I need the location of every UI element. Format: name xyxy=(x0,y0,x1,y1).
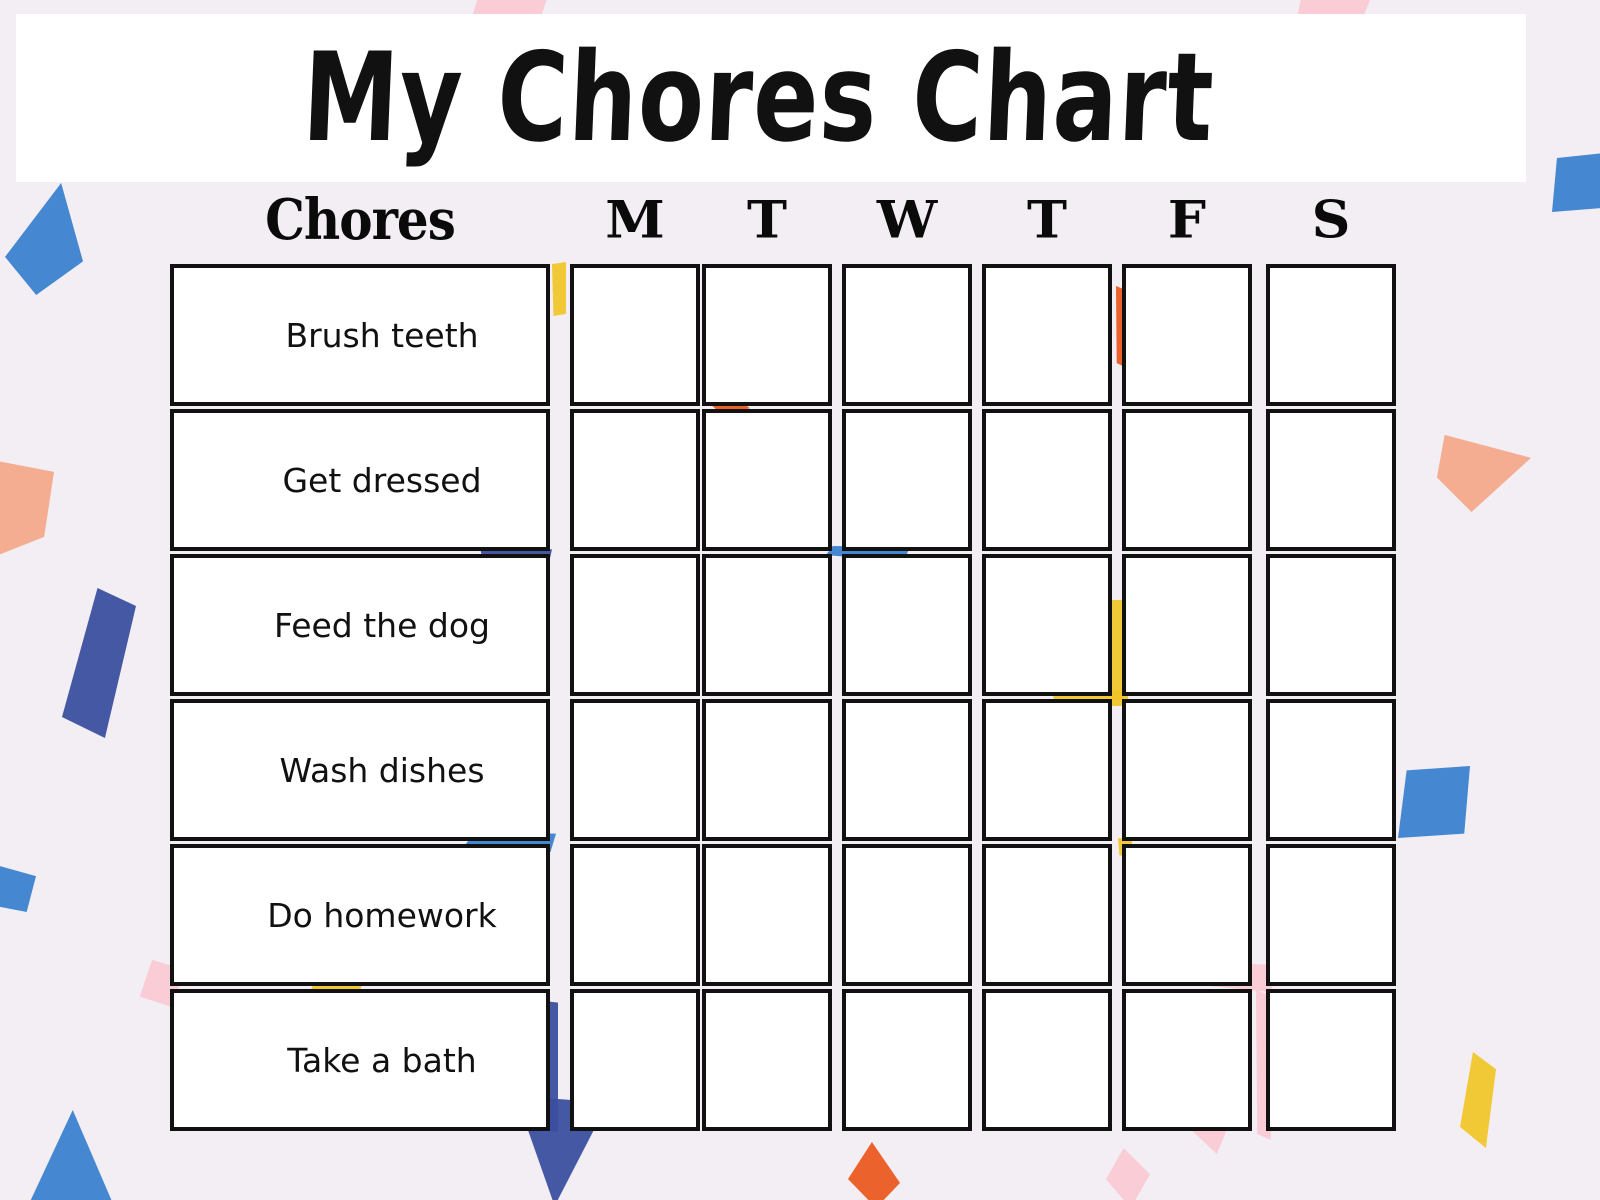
chore-checkbox-cell[interactable] xyxy=(570,264,700,406)
chore-name-cell: Wash dishes xyxy=(170,699,550,841)
chore-checkbox-cell[interactable] xyxy=(1122,554,1252,696)
chore-checkbox-cell[interactable] xyxy=(842,989,972,1131)
chore-name-cell: Brush teeth xyxy=(170,264,550,406)
chore-checkbox-cell[interactable] xyxy=(842,554,972,696)
header-day-5: S xyxy=(1311,189,1351,251)
chore-checkbox-cell[interactable] xyxy=(842,844,972,986)
chore-checkbox-cell[interactable] xyxy=(982,264,1112,406)
chore-checkbox-cell[interactable] xyxy=(1266,554,1396,696)
chore-checkbox-cell[interactable] xyxy=(1266,264,1396,406)
chore-checkbox-cell[interactable] xyxy=(702,989,832,1131)
chore-checkbox-cell[interactable] xyxy=(1122,844,1252,986)
chore-checkbox-cell[interactable] xyxy=(570,844,700,986)
chore-row: Take a bath xyxy=(0,989,1600,1131)
chore-checkbox-cell[interactable] xyxy=(1122,264,1252,406)
chore-label: Get dressed xyxy=(282,460,482,500)
chore-checkbox-cell[interactable] xyxy=(570,989,700,1131)
chore-checkbox-cell[interactable] xyxy=(982,989,1112,1131)
chore-label: Do homework xyxy=(267,895,497,935)
chore-checkbox-cell[interactable] xyxy=(702,409,832,551)
chore-checkbox-cell[interactable] xyxy=(702,554,832,696)
header-day-0: M xyxy=(605,189,665,251)
chore-checkbox-cell[interactable] xyxy=(842,699,972,841)
chore-name-cell: Get dressed xyxy=(170,409,550,551)
chore-checkbox-cell[interactable] xyxy=(982,699,1112,841)
chore-checkbox-cell[interactable] xyxy=(570,409,700,551)
chore-row: Wash dishes xyxy=(0,699,1600,841)
chore-checkbox-cell[interactable] xyxy=(982,554,1112,696)
chore-checkbox-cell[interactable] xyxy=(1122,409,1252,551)
chore-checkbox-cell[interactable] xyxy=(1266,989,1396,1131)
chore-label: Wash dishes xyxy=(279,750,485,790)
page-title: My Chores Chart xyxy=(300,26,1218,170)
chore-checkbox-cell[interactable] xyxy=(842,409,972,551)
chore-checkbox-cell[interactable] xyxy=(702,264,832,406)
chore-name-cell: Feed the dog xyxy=(170,554,550,696)
chore-checkbox-cell[interactable] xyxy=(842,264,972,406)
chore-checkbox-cell[interactable] xyxy=(1122,989,1252,1131)
chore-checkbox-cell[interactable] xyxy=(702,844,832,986)
header-chores: Chores xyxy=(265,186,456,253)
chore-label: Brush teeth xyxy=(285,315,479,355)
chore-row: Feed the dog xyxy=(0,554,1600,696)
chore-row: Brush teeth xyxy=(0,264,1600,406)
chore-checkbox-cell[interactable] xyxy=(982,844,1112,986)
chore-row: Do homework xyxy=(0,844,1600,986)
chore-checkbox-cell[interactable] xyxy=(570,554,700,696)
title-banner: My Chores Chart xyxy=(16,14,1526,182)
chore-checkbox-cell[interactable] xyxy=(702,699,832,841)
chore-label: Feed the dog xyxy=(274,605,490,645)
chore-checkbox-cell[interactable] xyxy=(1266,844,1396,986)
chore-row: Get dressed xyxy=(0,409,1600,551)
orange-blob-bottom-shape xyxy=(848,1142,900,1200)
chore-checkbox-cell[interactable] xyxy=(1266,699,1396,841)
header-day-1: T xyxy=(746,189,788,251)
chore-checkbox-cell[interactable] xyxy=(570,699,700,841)
pink-blob-bottom-right-shape xyxy=(1106,1148,1150,1200)
chore-label: Take a bath xyxy=(287,1040,477,1080)
chore-name-cell: Do homework xyxy=(170,844,550,986)
header-day-4: F xyxy=(1167,189,1207,251)
header-day-2: W xyxy=(876,189,938,251)
header-day-3: T xyxy=(1026,189,1068,251)
chore-checkbox-cell[interactable] xyxy=(982,409,1112,551)
chore-checkbox-cell[interactable] xyxy=(1122,699,1252,841)
chore-name-cell: Take a bath xyxy=(170,989,550,1131)
chore-checkbox-cell[interactable] xyxy=(1266,409,1396,551)
